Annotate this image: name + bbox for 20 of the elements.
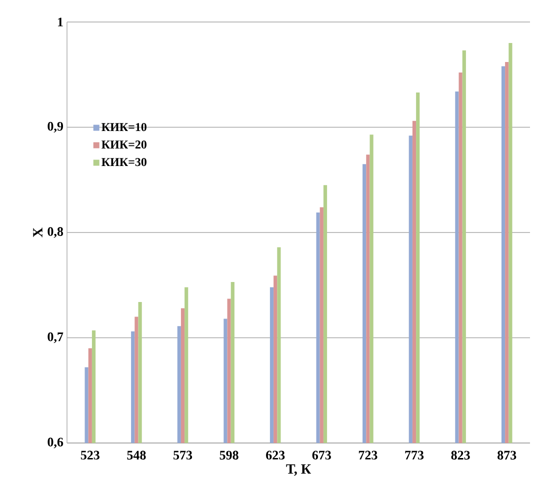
y-tick-label: 0,7 <box>48 332 64 344</box>
x-tick-label: 873 <box>498 450 516 460</box>
y-tick-label: 0,6 <box>48 438 64 448</box>
x-tick-label: 623 <box>266 450 285 460</box>
x-tick-label: 598 <box>220 450 238 460</box>
y-axis-title: X <box>33 228 42 238</box>
x-axis-title: Т, К <box>286 464 311 476</box>
x-tick-label: 548 <box>127 450 146 460</box>
legend-label: КИК=20 <box>102 140 146 149</box>
x-tick-label: 773 <box>405 450 424 460</box>
legend-label: КИК=10 <box>102 123 146 132</box>
y-tick-label: 1 <box>58 18 63 26</box>
x-tick-label: 723 <box>358 450 378 460</box>
x-tick-label: 823 <box>451 450 470 460</box>
y-tick-label: 0,9 <box>48 122 64 133</box>
x-tick-label: 573 <box>174 450 192 460</box>
legend-label: КИК=30 <box>102 158 146 166</box>
x-tick-label: 673 <box>312 450 331 460</box>
y-tick-label: 0,8 <box>48 227 64 238</box>
x-tick-label: 523 <box>80 450 100 460</box>
